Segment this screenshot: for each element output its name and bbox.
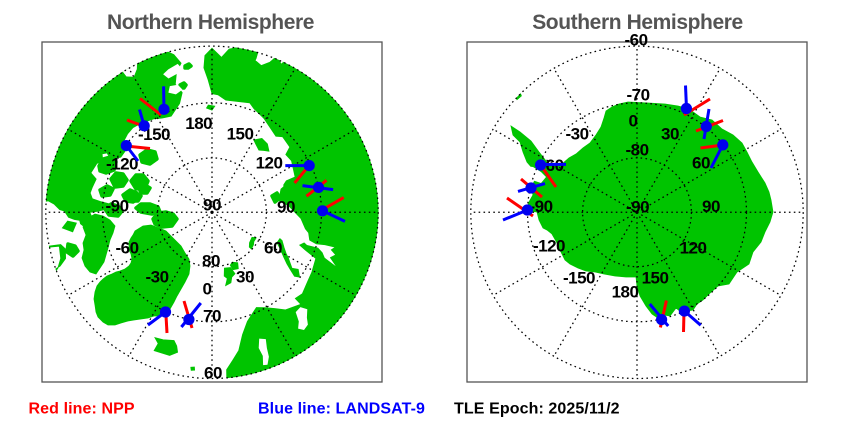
svg-text:Blue line: LANDSAT-9: Blue line: LANDSAT-9: [258, 401, 425, 418]
svg-text:60: 60: [264, 239, 282, 258]
svg-text:180: 180: [185, 114, 212, 133]
svg-text:150: 150: [642, 269, 669, 288]
svg-text:30: 30: [661, 125, 679, 144]
svg-text:90: 90: [203, 196, 221, 215]
svg-text:150: 150: [227, 125, 254, 144]
svg-text:-120: -120: [106, 155, 138, 174]
svg-text:0: 0: [203, 280, 212, 299]
svg-text:70: 70: [203, 307, 221, 326]
svg-text:120: 120: [680, 239, 707, 258]
svg-text:0: 0: [629, 112, 638, 131]
svg-text:30: 30: [236, 268, 254, 287]
svg-text:180: 180: [612, 283, 639, 302]
svg-text:TLE Epoch: 2025/11/2: TLE Epoch: 2025/11/2: [454, 401, 620, 418]
svg-text:-30: -30: [145, 268, 168, 287]
svg-text:-90: -90: [529, 197, 552, 216]
svg-text:60: 60: [692, 154, 710, 173]
svg-text:-70: -70: [626, 86, 649, 105]
svg-text:Red line: NPP: Red line: NPP: [29, 401, 135, 418]
svg-text:-120: -120: [533, 237, 565, 256]
svg-text:Southern Hemisphere: Southern Hemisphere: [532, 11, 743, 34]
svg-text:90: 90: [277, 198, 295, 217]
svg-text:-90: -90: [626, 198, 649, 217]
svg-text:120: 120: [256, 154, 283, 173]
svg-text:-150: -150: [563, 269, 595, 288]
svg-text:-60: -60: [624, 31, 647, 50]
svg-text:-90: -90: [105, 197, 128, 216]
svg-text:60: 60: [204, 364, 222, 383]
svg-text:80: 80: [202, 252, 220, 271]
svg-text:-60: -60: [115, 239, 138, 258]
svg-text:-30: -30: [565, 125, 588, 144]
svg-text:Northern Hemisphere: Northern Hemisphere: [107, 11, 314, 34]
svg-text:-80: -80: [625, 141, 648, 160]
svg-text:90: 90: [702, 197, 720, 216]
